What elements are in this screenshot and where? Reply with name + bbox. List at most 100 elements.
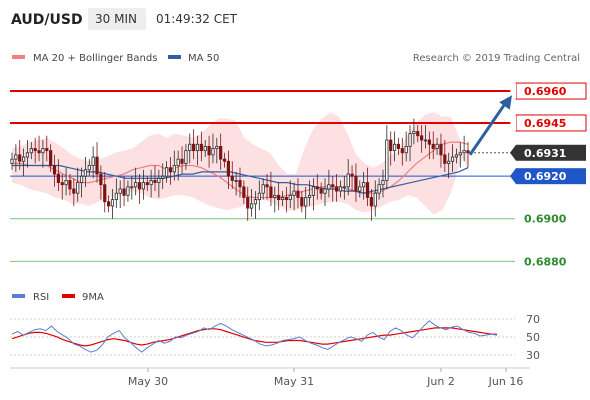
candle	[91, 146, 95, 179]
candle	[153, 165, 157, 192]
candle-body	[280, 197, 285, 200]
candle	[219, 133, 223, 170]
level-tag-text: 0.6880	[524, 255, 567, 268]
candle-body	[458, 152, 462, 156]
level-tag-text: 0.6945	[524, 117, 566, 130]
candle-body	[400, 148, 404, 154]
candle-body	[207, 145, 211, 156]
candle-body	[466, 150, 470, 154]
candle-body	[103, 184, 107, 203]
candle	[400, 137, 404, 166]
candle	[253, 191, 258, 219]
rsi-legend-label: RSI	[33, 292, 49, 303]
ma20-legend-label: MA 20 + Bollinger Bands	[33, 53, 157, 64]
rsi-lines	[11, 320, 498, 353]
candle-body	[215, 145, 219, 149]
candle-body	[79, 175, 84, 183]
candle	[412, 118, 416, 145]
candle	[427, 131, 431, 160]
candle-body	[242, 186, 246, 198]
candle-body	[249, 203, 254, 209]
candle-body	[404, 145, 408, 154]
candle-body	[307, 194, 312, 198]
ma9-legend-label: 9MA	[82, 292, 104, 303]
candle	[226, 150, 231, 189]
candle	[110, 188, 115, 219]
candle	[68, 174, 72, 196]
candle-body	[288, 194, 292, 200]
candle-body	[33, 148, 37, 152]
candle	[350, 165, 354, 192]
candle	[199, 131, 203, 162]
candle	[466, 142, 470, 168]
candle	[72, 178, 76, 206]
candle-body	[180, 158, 184, 164]
projection-arrow	[468, 95, 512, 156]
candle	[126, 180, 130, 202]
candle-body	[412, 131, 416, 135]
timeframe-box[interactable]	[88, 8, 146, 30]
candle-body	[346, 173, 350, 188]
candle-body	[369, 197, 373, 207]
candle-body	[277, 194, 281, 200]
candle	[141, 169, 145, 200]
candle-body	[145, 182, 149, 186]
candle	[369, 188, 373, 221]
candle-body	[157, 177, 161, 183]
arrow-head	[499, 95, 512, 110]
candle-body	[423, 139, 428, 142]
candle-body	[362, 182, 366, 188]
candle-body	[21, 156, 26, 162]
candle-body	[354, 175, 358, 192]
x-tick-label: Jun 16	[488, 375, 524, 388]
candle-body	[56, 173, 60, 183]
credit-label: Research © 2019 Trading Central	[413, 53, 580, 64]
candle-body	[72, 188, 76, 194]
candle-body	[323, 188, 327, 194]
candle-body	[99, 173, 103, 186]
candle	[180, 146, 184, 175]
level-tag-0.6931: 0.6931	[510, 144, 586, 161]
candle	[79, 167, 84, 198]
candle-body	[385, 139, 389, 181]
candle-body	[284, 197, 288, 200]
candle-body	[184, 150, 188, 164]
candle-body	[95, 156, 99, 175]
candle	[439, 133, 443, 168]
candle-body	[219, 145, 223, 160]
candle	[114, 178, 118, 209]
candle-body	[257, 192, 261, 200]
candle-body	[435, 143, 439, 149]
candle	[354, 163, 358, 202]
level-tag-pointer	[510, 114, 516, 131]
level-tag-text: 0.6900	[524, 213, 567, 226]
candle	[76, 167, 80, 202]
candle-body	[161, 175, 165, 179]
ma20-legend-swatch	[12, 55, 25, 59]
ma50-legend-swatch	[168, 55, 181, 59]
candle-body	[408, 133, 412, 147]
candle	[342, 176, 346, 200]
candle	[37, 135, 41, 162]
level-tag-text: 0.6960	[524, 85, 567, 98]
candle	[450, 144, 455, 172]
candle	[377, 178, 381, 200]
candle	[118, 180, 122, 209]
candle-body	[331, 184, 335, 188]
candle	[33, 137, 37, 164]
candle-body	[29, 148, 33, 154]
candle-body	[420, 135, 424, 141]
candle-body	[107, 201, 111, 207]
candle	[300, 191, 304, 213]
rsi-line	[11, 320, 498, 353]
candle-body	[392, 143, 397, 152]
candle-body	[60, 182, 64, 186]
candle-body	[454, 154, 459, 158]
candle	[49, 144, 53, 172]
candle	[416, 125, 420, 143]
candle-body	[311, 186, 316, 196]
rsi-tick-70: 70	[526, 313, 540, 326]
candle	[137, 174, 142, 204]
candle	[188, 133, 192, 164]
